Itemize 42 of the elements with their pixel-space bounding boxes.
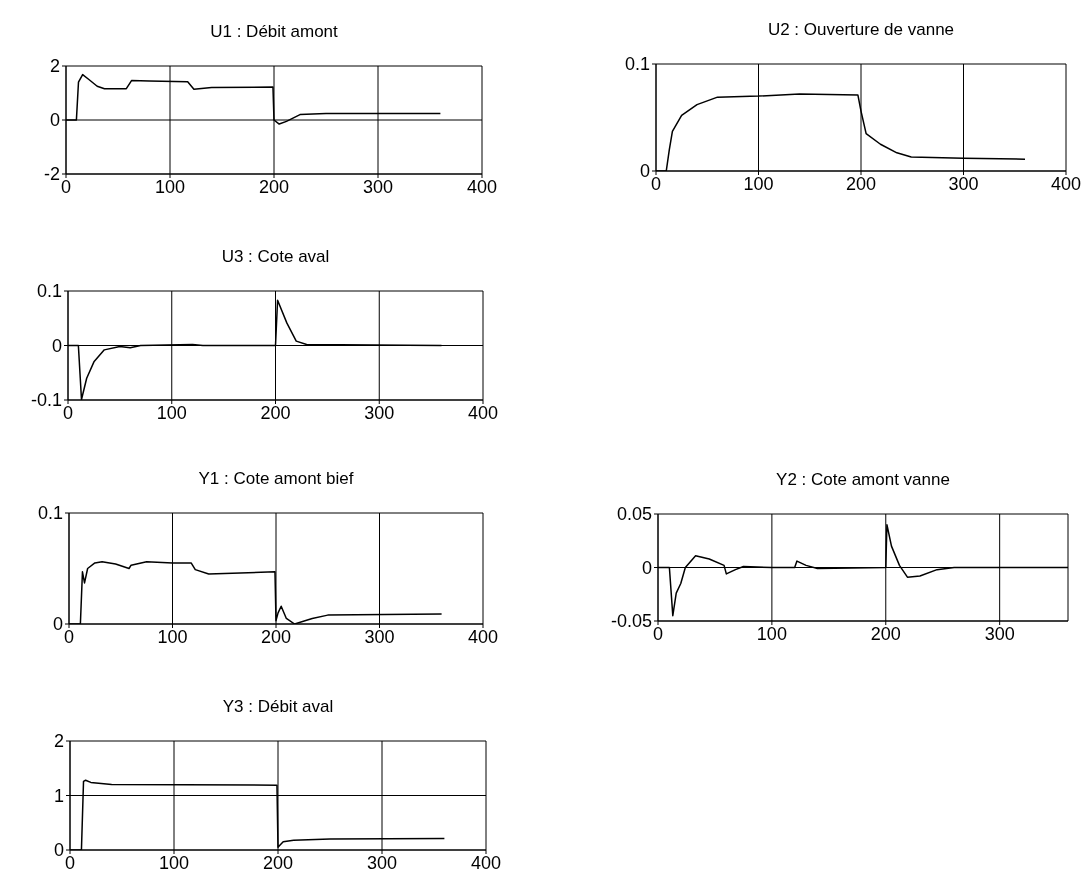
y-tick-label: 0.1 bbox=[624, 54, 650, 75]
x-tick-label: 400 bbox=[470, 852, 502, 873]
x-tick-label: 100 bbox=[756, 623, 787, 644]
x-tick-label: 300 bbox=[362, 176, 394, 197]
y-tick-label: 1 bbox=[53, 785, 64, 806]
x-tick-label: 300 bbox=[364, 402, 395, 423]
x-tick-label: 300 bbox=[948, 173, 979, 194]
x-tick-label: 400 bbox=[466, 176, 498, 197]
x-tick-label: 100 bbox=[158, 852, 190, 873]
x-tick-label: 200 bbox=[870, 623, 901, 644]
x-tick-label: 300 bbox=[984, 623, 1015, 644]
x-tick-label: 200 bbox=[258, 176, 290, 197]
y-tick-label: 0.1 bbox=[37, 503, 63, 524]
x-tick-label: 200 bbox=[260, 626, 292, 647]
chart-title: Y3 : Débit aval bbox=[221, 697, 335, 717]
chart-title: U1 : Débit amont bbox=[209, 22, 339, 42]
y-tick-label: 0 bbox=[49, 110, 60, 131]
x-tick-label: 200 bbox=[845, 173, 877, 194]
y-tick-label: 0 bbox=[51, 335, 62, 356]
x-tick-label: 400 bbox=[467, 626, 499, 647]
x-tick-label: 400 bbox=[467, 402, 499, 423]
y-tick-label: -2 bbox=[43, 164, 60, 185]
y-tick-label: -0.1 bbox=[30, 390, 62, 411]
x-tick-label: 300 bbox=[366, 852, 398, 873]
x-tick-label: 100 bbox=[154, 176, 186, 197]
y-tick-label: 0 bbox=[641, 557, 652, 578]
chart-title: Y1 : Cote amont bief bbox=[197, 469, 355, 489]
y-tick-label: 0.05 bbox=[616, 504, 652, 525]
y-tick-label: 2 bbox=[53, 731, 64, 752]
x-tick-label: 100 bbox=[156, 402, 187, 423]
x-tick-label: 200 bbox=[260, 402, 291, 423]
x-tick-label: 400 bbox=[1050, 173, 1082, 194]
x-tick-label: 300 bbox=[364, 626, 395, 647]
x-tick-label: 100 bbox=[157, 626, 188, 647]
y-tick-label: 2 bbox=[49, 56, 60, 77]
y-tick-label: -0.05 bbox=[610, 611, 652, 632]
y-tick-label: 0.1 bbox=[36, 281, 62, 302]
chart-title: U3 : Cote aval bbox=[220, 247, 331, 267]
chart-title: Y2 : Cote amont vanne bbox=[775, 470, 951, 490]
chart-title: U2 : Ouverture de vanne bbox=[766, 20, 956, 40]
x-tick-label: 100 bbox=[743, 173, 774, 194]
x-tick-label: 200 bbox=[262, 852, 294, 873]
